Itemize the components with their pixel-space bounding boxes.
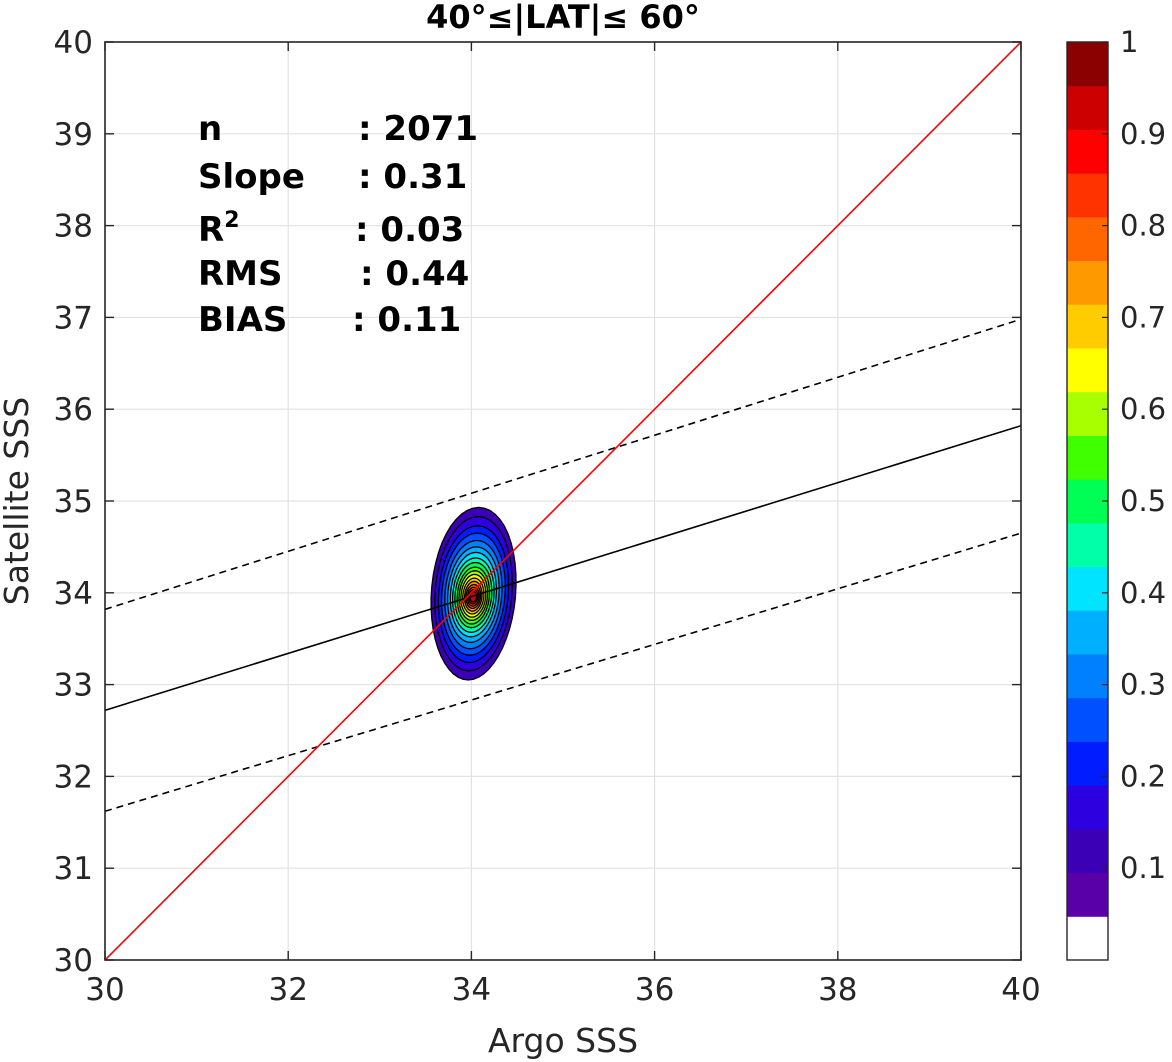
y-tick-label: 37: [54, 300, 93, 336]
colorbar-tick-label: 0.4: [1120, 576, 1166, 610]
colorbar-segment: [1067, 479, 1108, 524]
colorbar-segment: [1067, 522, 1108, 568]
y-tick-label: 32: [54, 759, 93, 795]
y-tick-label: 38: [54, 209, 93, 245]
colorbar-segment: [1067, 348, 1108, 393]
colorbar-segment: [1067, 85, 1108, 130]
x-tick-label: 38: [818, 972, 857, 1008]
y-tick-label: 31: [54, 851, 93, 887]
colorbar-tick-label: 0.2: [1120, 759, 1166, 793]
stat-name-n: n: [198, 109, 222, 149]
colorbar-segment: [1067, 916, 1108, 961]
stats-box: n : 2071 Slope : 0.31 R2 : 0.03 RMS : 0.44 BIAS:…: [198, 109, 478, 340]
fit-line: [105, 424, 1021, 712]
colorbar-segment: [1067, 173, 1108, 218]
x-tick-label: 40: [1001, 972, 1040, 1008]
colorbar-segment: [1067, 828, 1108, 874]
colorbar-segment: [1067, 391, 1108, 436]
y-tick-label: 40: [54, 25, 93, 61]
y-tick-label: 39: [54, 117, 93, 153]
colorbar-segment: [1067, 872, 1108, 917]
colorbar-tick-label: 0.3: [1120, 668, 1166, 702]
colorbar: 0.1 0.2 0.3 0.4 0.5 0.6 0.7 0.8 0.9 1: [1066, 25, 1166, 961]
colorbar-tick-label: 0.1: [1120, 851, 1166, 885]
colorbar-segment: [1067, 785, 1108, 830]
colorbar-tick-label: 0.9: [1120, 117, 1166, 151]
colorbar-tick-label: 0.5: [1120, 484, 1166, 518]
stat-name-slope: Slope: [198, 157, 305, 197]
stat-value-bias: : 0.11: [352, 300, 461, 340]
colorbar-tick-label: 0.8: [1120, 209, 1166, 243]
x-tick-label: 34: [452, 972, 491, 1008]
colorbar-segment: [1067, 697, 1108, 742]
x-tick-label: 36: [635, 972, 674, 1008]
one-to-one-line: [105, 42, 1021, 960]
stat-name-rms: RMS: [198, 254, 283, 294]
colorbar-segment: [1067, 566, 1108, 611]
chart-title: 40°≤|LAT|≤ 60°: [426, 0, 700, 37]
y-tick-label: 35: [54, 484, 93, 520]
y-tick-label: 33: [54, 668, 93, 704]
regression-lines: [105, 42, 1021, 960]
colorbar-segment: [1067, 304, 1108, 349]
stat-value-r: : 0.03: [355, 210, 464, 250]
y-tick-label: 36: [54, 392, 93, 428]
density-contours: [430, 506, 517, 681]
y-tick-label: 34: [54, 576, 93, 612]
colorbar-segment: [1067, 654, 1108, 699]
stat-value-n: : 2071: [358, 109, 478, 149]
colorbar-segment: [1067, 435, 1108, 480]
fit-lower-bound-line: [105, 532, 1021, 813]
stat-value-slope: : 0.31: [358, 157, 467, 197]
x-tick-label: 32: [268, 972, 307, 1008]
stat-value-rms: : 0.44: [360, 254, 469, 294]
colorbar-segment: [1067, 610, 1108, 655]
stat-name-bias: BIAS: [198, 300, 287, 340]
colorbar-segment: [1067, 129, 1108, 174]
colorbar-segment: [1067, 216, 1108, 262]
y-tick-label: 30: [54, 943, 93, 979]
x-tick-label: 30: [85, 972, 124, 1008]
axes: 30 32 34 36 38 40 30 31 32 33 34 35 36 37 38 39 40: [54, 25, 1041, 1008]
colorbar-tick-label: 1: [1120, 25, 1138, 59]
colorbar-segment: [1067, 260, 1108, 305]
stat-name-r: R2: [198, 208, 240, 250]
y-axis-label: Satellite SSS: [0, 397, 36, 606]
stat-superscript: 2: [224, 208, 239, 233]
x-axis-label: Argo SSS: [488, 1021, 638, 1060]
colorbar-tick-label: 0.7: [1120, 300, 1166, 334]
colorbar-tick-label: 0.6: [1120, 392, 1166, 426]
fit-upper-bound-line: [105, 318, 1021, 611]
colorbar-segment: [1067, 741, 1108, 786]
colorbar-segment: [1067, 42, 1108, 87]
